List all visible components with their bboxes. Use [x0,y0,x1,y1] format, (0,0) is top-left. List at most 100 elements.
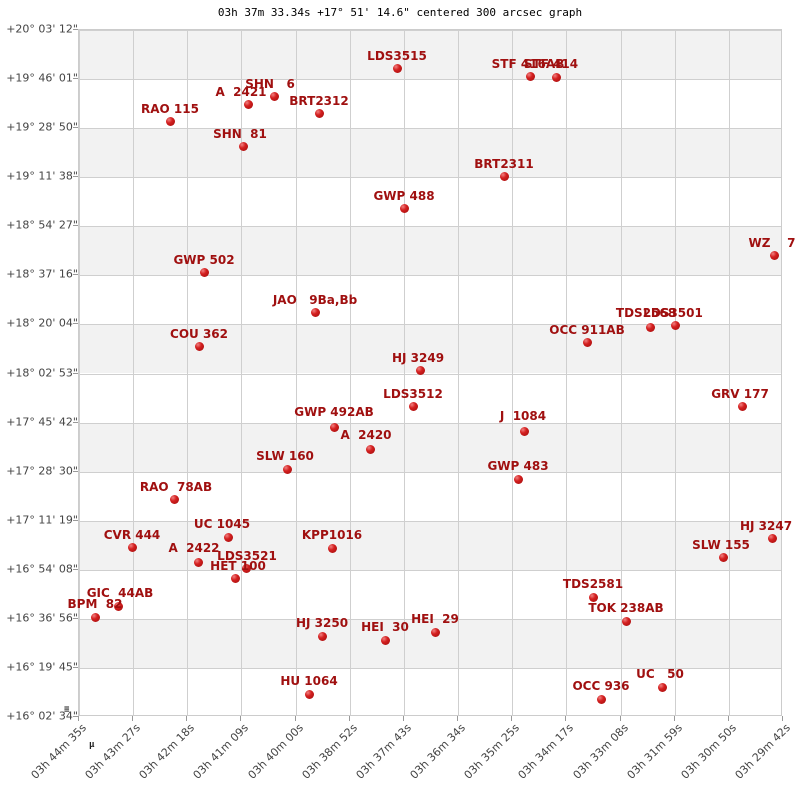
star-marker[interactable] [588,592,598,602]
x-axis-tick-label: 03h 42m 18s [136,721,198,782]
x-axis-tick [186,716,187,721]
star-label: TDS2568 [615,306,677,320]
star-marker[interactable] [230,573,240,583]
y-axis-tick [73,520,78,521]
star-marker[interactable] [194,341,204,351]
x-axis-tick [511,716,512,721]
x-axis-tick [78,716,79,721]
star-label: TOK 238AB [588,601,664,615]
gridline-vertical [241,30,242,715]
star-label: GWP 502 [173,253,235,267]
star-marker[interactable] [165,116,175,126]
star-marker[interactable] [737,401,747,411]
star-marker[interactable] [365,444,375,454]
star-marker[interactable] [304,689,314,699]
x-axis-tick-label: 03h 38m 52s [299,721,360,782]
gridline-horizontal [79,521,781,522]
star-marker[interactable] [199,267,209,277]
star-marker[interactable] [241,563,251,573]
star-label: HJ 3249 [391,351,445,365]
x-axis-tick [565,716,566,721]
star-marker[interactable] [223,532,233,542]
star-label: GWP 483 [487,459,549,473]
star-label: RAO 78AB [139,480,213,494]
y-axis-tick-label: +16° 02' 34" [6,709,78,723]
y-axis-tick [73,716,78,717]
star-marker[interactable] [657,682,667,692]
star-marker[interactable] [269,91,279,101]
star-marker[interactable] [243,99,253,109]
star-marker[interactable] [282,464,292,474]
x-axis-tick-label: 03h 31m 59s [624,721,685,782]
star-label: A 2421 [215,85,267,99]
gridline-horizontal [79,226,781,227]
star-marker[interactable] [329,422,339,432]
gridline-vertical [675,30,676,715]
y-axis-tick [73,78,78,79]
star-marker[interactable] [408,401,418,411]
star-marker[interactable] [169,494,179,504]
star-marker[interactable] [399,203,409,213]
gridline-horizontal [79,324,781,325]
star-marker[interactable] [380,635,390,645]
gridline-horizontal [79,30,781,31]
star-marker[interactable] [718,552,728,562]
star-marker[interactable] [90,612,100,622]
star-marker[interactable] [513,474,523,484]
star-marker[interactable] [314,108,324,118]
star-marker[interactable] [113,601,123,611]
star-marker[interactable] [769,250,779,260]
gridline-vertical [79,30,80,715]
x-axis-tick [132,716,133,721]
gridline-vertical [350,30,351,715]
star-marker[interactable] [499,171,509,181]
y-axis-tick-label: +17° 45' 42" [6,415,78,429]
star-marker[interactable] [310,307,320,317]
star-label: JAO 9Ba,Bb [272,293,358,307]
star-label: UC 1045 [193,517,251,531]
gridline-horizontal [79,423,781,424]
x-axis-tick-label: 03h 29m 42s [732,721,793,782]
x-axis-tick-label: 03h 36m 34s [407,721,468,782]
star-marker[interactable] [127,542,137,552]
x-axis-tick [295,716,296,721]
x-axis-tick-label: 03h 33m 08s [570,721,631,782]
star-label: SHN 81 [213,127,267,141]
star-label: J 1084 [499,409,547,423]
star-label: A 2422 [168,541,220,555]
star-label: HU 1064 [280,674,338,688]
star-marker[interactable] [767,533,777,543]
star-marker[interactable] [525,71,535,81]
x-axis-tick [728,716,729,721]
x-axis-tick [349,716,350,721]
star-marker[interactable] [519,426,529,436]
star-marker[interactable] [193,557,203,567]
y-axis-tick [73,422,78,423]
star-label: TDS2581 [562,577,624,591]
gridline-vertical [621,30,622,715]
gridline-vertical [458,30,459,715]
x-axis-tick-label: 03h 40m 00s [245,721,306,782]
y-axis-tick-label: +19° 11' 38" [6,169,78,183]
star-marker[interactable] [238,141,248,151]
gridline-horizontal [79,668,781,669]
star-marker[interactable] [596,694,606,704]
star-label: GRV 177 [711,387,769,401]
star-marker[interactable] [317,631,327,641]
star-marker[interactable] [551,72,561,82]
star-marker[interactable] [582,337,592,347]
star-marker[interactable] [415,365,425,375]
star-marker[interactable] [645,322,655,332]
y-axis-tick-label: +16° 19' 45" [6,660,78,674]
gridline-vertical [512,30,513,715]
star-marker[interactable] [430,627,440,637]
star-label: HJ 3247 [739,519,793,533]
star-marker[interactable] [327,543,337,553]
y-axis-tick [73,471,78,472]
star-marker[interactable] [392,63,402,73]
star-marker[interactable] [670,320,680,330]
star-label: BPM 82 [67,597,123,611]
star-label: LDS3512 [383,387,443,401]
star-marker[interactable] [621,616,631,626]
